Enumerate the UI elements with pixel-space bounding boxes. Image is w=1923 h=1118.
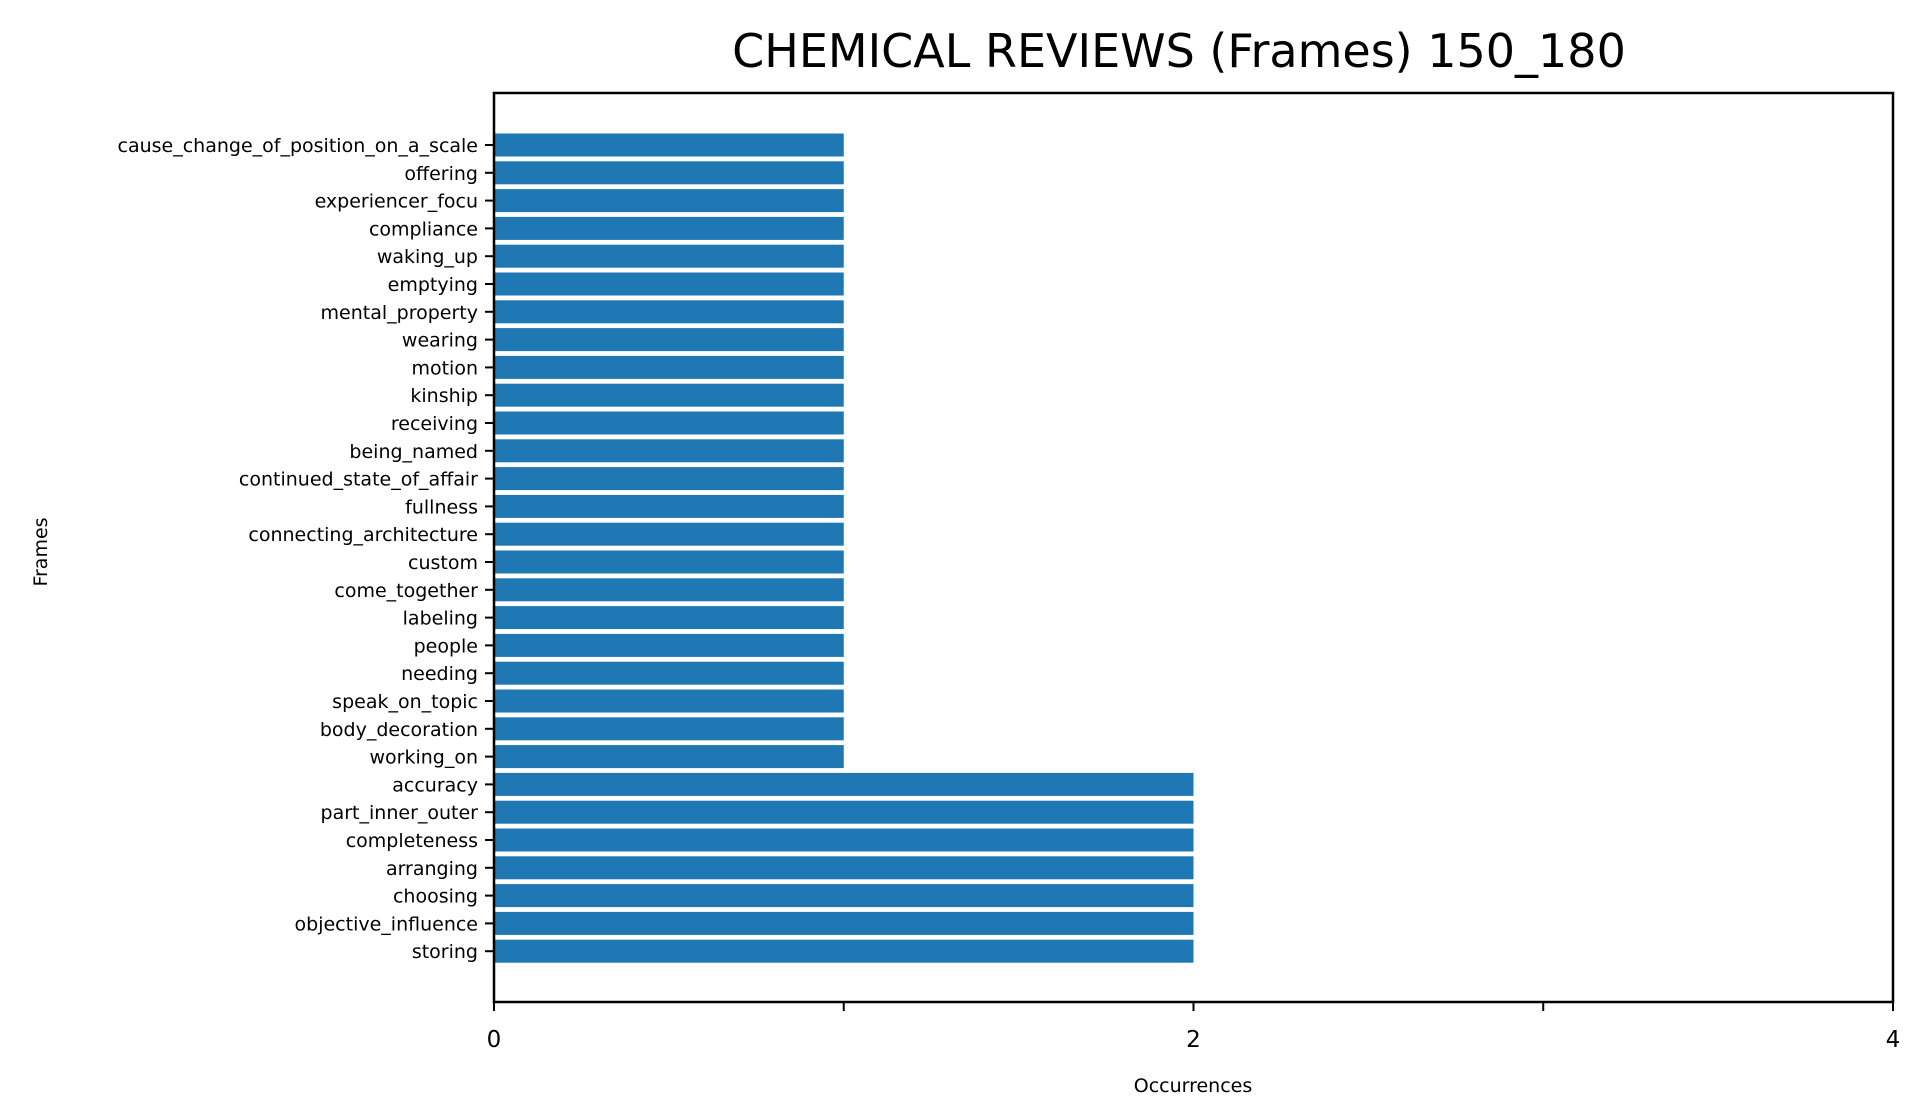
bar-completeness xyxy=(494,828,1194,852)
y-tick-label: body_decoration xyxy=(320,719,478,741)
bar-fullness xyxy=(494,494,844,518)
y-tick-label: mental_property xyxy=(321,302,478,324)
x-tick-label: 0 xyxy=(487,1027,502,1053)
bar-accuracy xyxy=(494,772,1194,796)
y-tick-label: storing xyxy=(412,941,478,963)
bar-part_inner_outer xyxy=(494,800,1194,824)
y-axis-label: Frames xyxy=(30,517,52,586)
bar-offering xyxy=(494,161,844,185)
y-tick-label: needing xyxy=(401,663,478,685)
y-tick-label: fullness xyxy=(405,496,478,518)
y-tick-label: connecting_architecture xyxy=(248,524,478,546)
y-tick-label: compliance xyxy=(369,218,478,240)
bar-waking_up xyxy=(494,244,844,268)
y-tick-label: emptying xyxy=(388,274,478,296)
y-tick-label: part_inner_outer xyxy=(321,802,479,824)
y-tick-label: objective_influence xyxy=(295,913,478,935)
y-axis-ticks: cause_change_of_position_on_a_scaleoffer… xyxy=(118,135,494,963)
y-tick-label: motion xyxy=(411,357,478,379)
bar-being_named xyxy=(494,439,844,463)
bar-body_decoration xyxy=(494,717,844,741)
bar-cause_change_of_position_on_a_scale xyxy=(494,133,844,157)
x-axis-ticks: 0 2 4 xyxy=(487,1002,1901,1053)
y-tick-label: waking_up xyxy=(377,246,478,268)
x-tick-label: 4 xyxy=(1886,1027,1901,1053)
bar-custom xyxy=(494,550,844,574)
bar-receiving xyxy=(494,411,844,435)
bar-choosing xyxy=(494,884,1194,908)
y-tick-label: cause_change_of_position_on_a_scale xyxy=(118,135,478,157)
y-tick-label: working_on xyxy=(369,747,478,769)
bar-needing xyxy=(494,661,844,685)
bar-storing xyxy=(494,939,1194,963)
y-tick-label: kinship xyxy=(410,385,478,407)
y-tick-label: receiving xyxy=(391,413,478,435)
y-tick-label: custom xyxy=(408,552,478,574)
y-tick-label: come_together xyxy=(334,580,478,602)
y-tick-label: being_named xyxy=(349,441,478,463)
bar-speak_on_topic xyxy=(494,689,844,713)
bar-experiencer_focu xyxy=(494,189,844,213)
bar-objective_influence xyxy=(494,911,1194,935)
y-tick-label: speak_on_topic xyxy=(332,691,478,713)
bar-people xyxy=(494,633,844,657)
bar-arranging xyxy=(494,856,1194,880)
bar-working_on xyxy=(494,745,844,769)
bar-wearing xyxy=(494,328,844,352)
bar-emptying xyxy=(494,272,844,296)
bar-labeling xyxy=(494,606,844,630)
bar-mental_property xyxy=(494,300,844,324)
y-tick-label: people xyxy=(414,635,478,657)
x-axis-label: Occurrences xyxy=(1134,1075,1253,1097)
y-tick-label: wearing xyxy=(402,330,478,352)
bars-layer xyxy=(494,133,1194,963)
x-tick-label: 2 xyxy=(1186,1027,1201,1053)
y-tick-label: labeling xyxy=(403,608,478,630)
y-tick-label: accuracy xyxy=(392,774,478,796)
plot-frame xyxy=(492,91,1895,1004)
y-tick-label: completeness xyxy=(346,830,478,852)
bar-continued_state_of_affair xyxy=(494,467,844,491)
y-tick-label: continued_state_of_affair xyxy=(239,469,478,491)
bar-kinship xyxy=(494,383,844,407)
y-tick-label: arranging xyxy=(386,858,478,880)
bar-compliance xyxy=(494,216,844,240)
bar-motion xyxy=(494,355,844,379)
chart-title: CHEMICAL REVIEWS (Frames) 150_180 xyxy=(732,24,1626,78)
y-tick-label: offering xyxy=(404,163,478,185)
y-tick-label: experiencer_focu xyxy=(315,191,478,213)
bar-come_together xyxy=(494,578,844,602)
y-tick-label: choosing xyxy=(393,886,478,908)
bar-connecting_architecture xyxy=(494,522,844,546)
